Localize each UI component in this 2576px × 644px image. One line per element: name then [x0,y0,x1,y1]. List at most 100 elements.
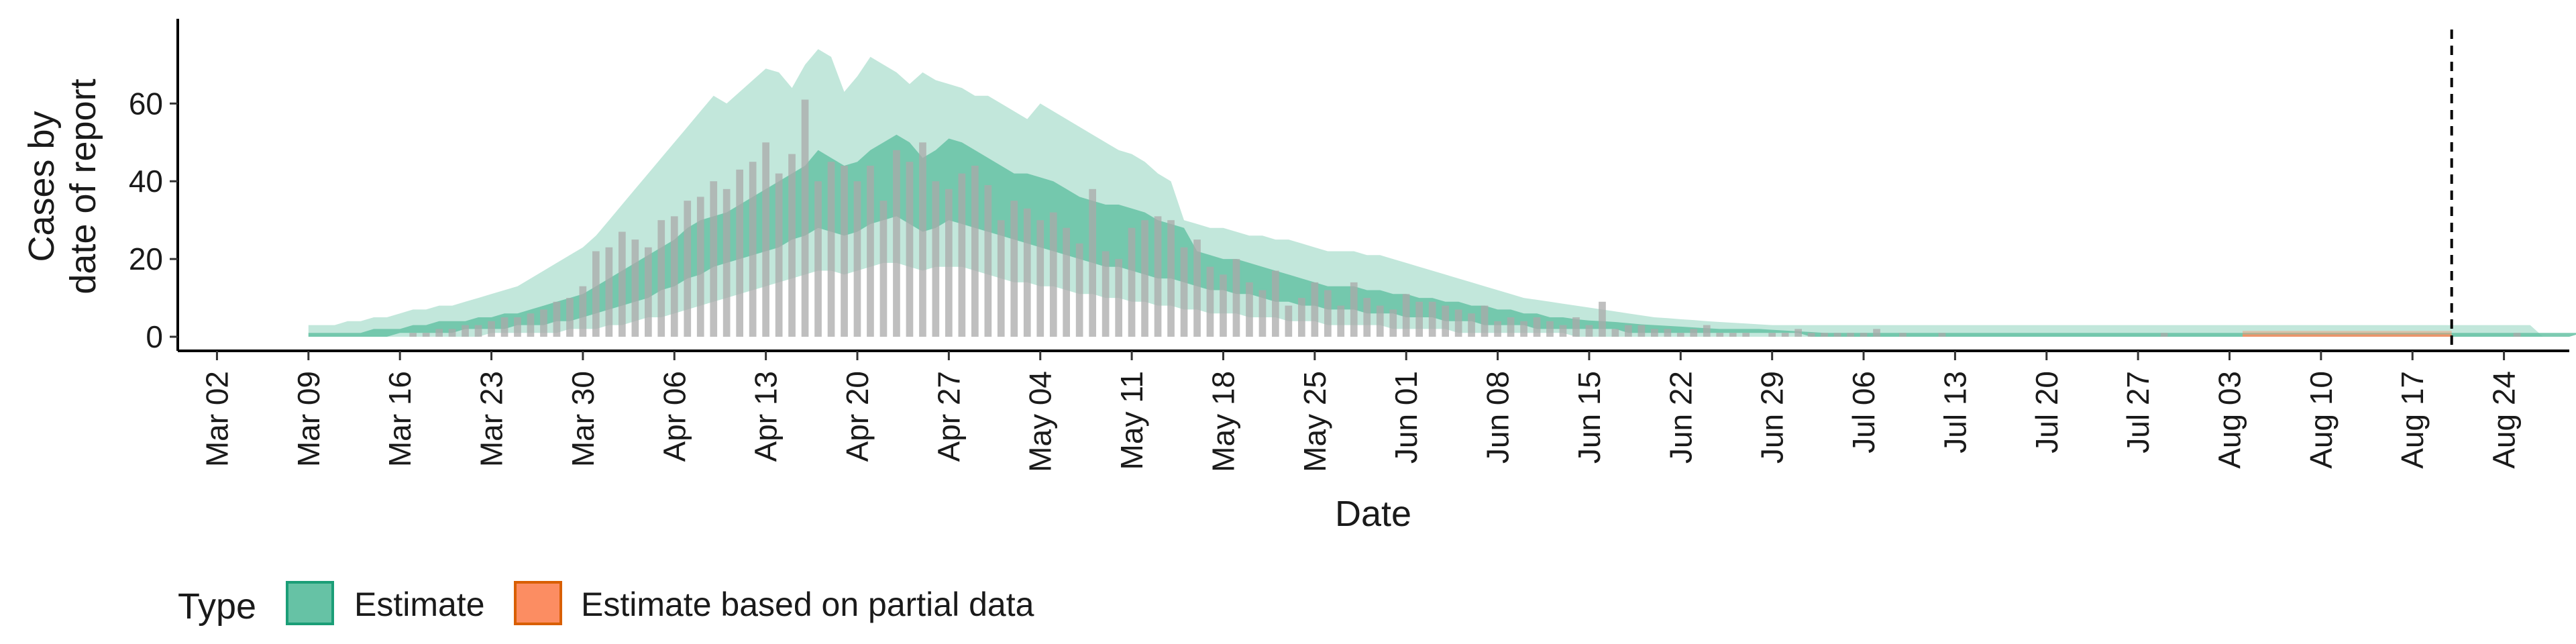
case-bar [422,333,430,337]
case-bar [1899,333,1907,337]
case-bar [1860,333,1868,337]
case-bar [605,247,613,337]
case-bar [710,181,718,337]
case-bar [696,197,704,337]
case-bar [1585,325,1593,337]
case-bar [2160,333,2168,337]
case-bar [722,189,731,337]
case-bar [1298,298,1305,337]
case-bar [435,329,443,337]
case-bar [1428,301,1436,337]
case-bar [1350,282,1358,337]
x-tick-label: Mar 09 [291,371,326,467]
case-bar [1036,220,1044,337]
case-bar [1821,333,1828,337]
case-bar [566,298,574,337]
legend-label-partial: Estimate based on partial data [581,586,1034,623]
case-bar [984,185,992,337]
case-bar [1938,333,1946,337]
case-bar [1507,317,1515,337]
x-tick-label: Aug 17 [2395,371,2430,469]
case-bar [1690,329,1698,337]
partial-band-50 [2242,334,2452,337]
case-bar [474,325,482,337]
case-bar [1442,305,1449,337]
axes [176,19,2569,352]
case-bar [1833,333,1841,337]
case-bar [814,181,822,337]
partial-band-90 [2242,331,2452,337]
case-bar [1559,325,1567,337]
case-bar [1664,329,1672,337]
x-tick-label: Apr 13 [749,371,784,462]
case-bar [670,216,678,337]
case-bar [1651,329,1658,337]
x-tick-label: May 11 [1114,371,1149,470]
x-tick-label: Jun 01 [1389,371,1424,464]
case-bar [1729,333,1737,337]
x-tick-label: Aug 03 [2212,371,2247,469]
y-tick-label: 40 [129,164,163,199]
case-bar [997,220,1005,337]
x-axis-title: Date [1335,494,1411,534]
case-bar [1402,294,1410,337]
case-bar [1324,290,1332,337]
x-tick-label: Jul 27 [2121,371,2155,453]
y-tick-label: 0 [146,319,163,354]
x-tick-label: Mar 02 [199,371,234,467]
case-bar [1311,282,1319,337]
x-tick-label: Aug 24 [2487,371,2522,469]
case-bar [1075,243,1083,337]
case-bar [775,173,783,337]
case-bar [1102,251,1110,337]
case-bar [1128,227,1136,337]
case-bar [1546,321,1554,337]
case-bar [1599,301,1606,337]
case-bar [1363,298,1371,337]
case-bar [1272,270,1279,337]
x-tick-label: Mar 16 [382,371,417,467]
x-tick-label: Jun 15 [1572,371,1607,464]
case-bar [1258,290,1267,337]
case-bar [1337,305,1345,337]
case-bar [736,169,743,337]
case-bar [1389,309,1397,337]
case-bar [592,251,600,337]
case-bar [1481,305,1489,337]
case-bar [448,329,456,337]
case-bar [1232,259,1240,337]
case-bar [1676,333,1684,337]
y-tick-label: 20 [129,241,163,276]
case-bar [932,181,940,337]
case-bar [1141,220,1148,337]
case-bar [1625,325,1632,337]
x-tick-label: May 18 [1206,371,1241,472]
x-tick-label: Apr 27 [931,371,966,462]
case-bar [1794,329,1802,337]
case-bar [488,321,495,337]
case-bar [1468,313,1475,337]
case-bar [684,201,692,337]
y-tick-label: 60 [129,86,163,121]
x-tick-label: Jul 13 [1937,371,1972,453]
case-bar [749,162,757,337]
case-bar [409,333,417,337]
case-bar [867,166,874,337]
x-tick-label: Mar 23 [474,371,509,467]
case-bar [1246,282,1253,337]
case-bar [1010,201,1018,337]
case-bar [1063,227,1070,337]
case-bar [1572,317,1580,337]
y-axis-title-line-2: date of report [63,78,103,294]
case-bar [1716,333,1724,337]
x-tick-label: May 04 [1023,371,1058,472]
case-bar [1533,317,1541,337]
case-bar [657,220,665,337]
case-bar [1454,309,1462,337]
case-bar [1023,208,1031,337]
case-bar [1703,325,1711,337]
x-tick-label: Mar 30 [566,371,600,467]
case-bar [1115,259,1122,337]
legend: Type Estimate Estimate based on partial … [178,581,1034,627]
